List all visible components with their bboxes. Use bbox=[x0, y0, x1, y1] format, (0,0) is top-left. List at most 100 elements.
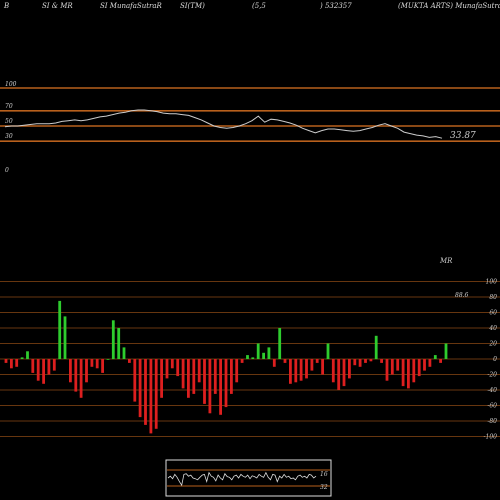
mrsi-title: MR bbox=[439, 257, 453, 265]
mrsi-bar bbox=[26, 351, 29, 360]
header-item-1: SI & MR bbox=[42, 2, 73, 10]
mrsi-bar bbox=[176, 359, 180, 377]
mrsi-y-tick-0: 0 bbox=[493, 356, 497, 363]
mrsi-bar bbox=[219, 359, 222, 415]
mrsi-bar bbox=[69, 359, 72, 383]
mrsi-bar bbox=[321, 359, 324, 375]
mrsi-bar bbox=[101, 359, 104, 373]
mrsi-bar bbox=[251, 357, 255, 359]
mrsi-bar bbox=[353, 359, 357, 366]
rsi-y-tick-100: 100 bbox=[5, 81, 17, 88]
mrsi-y-tick-80: 80 bbox=[489, 294, 497, 301]
mrsi-value-label: 88.6 bbox=[455, 292, 469, 299]
mrsi-bar bbox=[310, 359, 314, 371]
mrsi-y-tick--80: -80 bbox=[487, 418, 497, 425]
mrsi-bar bbox=[197, 359, 201, 383]
mrsi-bar bbox=[4, 359, 8, 363]
mrsi-y-tick-60: 60 bbox=[489, 310, 497, 317]
rsi-y-tick-0: 0 bbox=[5, 167, 9, 174]
mrsi-bar bbox=[208, 359, 212, 414]
mrsi-bar bbox=[331, 359, 335, 383]
mrsi-bar bbox=[170, 359, 174, 369]
mrsi-y-tick-40: 40 bbox=[488, 325, 497, 332]
mini-label-lower: 32 bbox=[320, 484, 328, 491]
mini-line bbox=[167, 471, 317, 487]
mrsi-bar bbox=[20, 357, 24, 359]
mrsi-bar bbox=[246, 355, 249, 359]
mrsi-bar bbox=[348, 359, 351, 379]
mrsi-bar bbox=[47, 359, 51, 375]
mrsi-bar bbox=[294, 359, 298, 383]
mrsi-bar bbox=[380, 359, 383, 363]
mrsi-y-tick--100: -100 bbox=[484, 434, 498, 441]
mrsi-bar bbox=[262, 352, 265, 359]
mrsi-bar bbox=[213, 359, 217, 394]
mrsi-bar bbox=[79, 359, 83, 398]
mrsi-bar bbox=[149, 359, 153, 434]
mini-panel-frame bbox=[165, 459, 332, 497]
mrsi-bar bbox=[358, 359, 362, 367]
mrsi-bar bbox=[305, 359, 308, 379]
mrsi-bar bbox=[144, 359, 147, 425]
mrsi-bar bbox=[385, 359, 389, 381]
header-item-4: (5,5 bbox=[252, 2, 266, 10]
mrsi-bar bbox=[42, 359, 45, 384]
mrsi-bar bbox=[111, 320, 115, 360]
mrsi-bar bbox=[52, 359, 56, 371]
mrsi-bar bbox=[396, 359, 400, 371]
mrsi-bar bbox=[369, 359, 373, 362]
mrsi-bar bbox=[439, 359, 442, 363]
mrsi-bar bbox=[128, 359, 131, 363]
rsi-current-value: 33.87 bbox=[450, 131, 476, 141]
mrsi-bar bbox=[117, 328, 121, 359]
mrsi-bar bbox=[63, 316, 67, 359]
mrsi-bar bbox=[192, 359, 196, 394]
mrsi-bar bbox=[133, 359, 137, 402]
mrsi-y-tick--40: -40 bbox=[487, 387, 497, 394]
mrsi-bar bbox=[230, 359, 233, 394]
header-item-3: SI(TM) bbox=[180, 2, 205, 10]
mrsi-bar bbox=[272, 359, 276, 367]
mrsi-y-tick--60: -60 bbox=[487, 403, 497, 410]
mrsi-bar bbox=[122, 347, 126, 359]
rsi-y-tick-50: 50 bbox=[5, 118, 13, 125]
mrsi-bar bbox=[138, 359, 142, 418]
mrsi-bar bbox=[181, 359, 185, 389]
mrsi-bar bbox=[412, 359, 416, 383]
mrsi-bar bbox=[58, 300, 62, 359]
mrsi-bar bbox=[235, 359, 239, 383]
mrsi-bar bbox=[337, 359, 341, 390]
mrsi-bar bbox=[423, 359, 426, 371]
mrsi-bar bbox=[289, 359, 292, 384]
mrsi-y-tick--20: -20 bbox=[487, 372, 497, 379]
mrsi-bar bbox=[154, 359, 158, 429]
mrsi-bar bbox=[342, 359, 346, 387]
mrsi-bar bbox=[224, 359, 228, 408]
mrsi-bar bbox=[165, 359, 169, 379]
mrsi-bar bbox=[428, 359, 432, 367]
mrsi-bar bbox=[106, 359, 110, 360]
rsi-y-tick-70: 70 bbox=[5, 103, 13, 110]
mrsi-bar bbox=[240, 359, 244, 363]
mrsi-bar bbox=[444, 343, 448, 359]
mrsi-bar bbox=[283, 359, 287, 363]
mrsi-bar bbox=[31, 359, 35, 373]
mrsi-bar bbox=[203, 359, 206, 404]
mrsi-bar bbox=[74, 359, 78, 392]
mrsi-bar bbox=[256, 343, 260, 359]
header-item-2: SI MunafaSutraR bbox=[100, 2, 162, 10]
mrsi-bar bbox=[315, 359, 319, 363]
mini-label-upper: 16 bbox=[320, 471, 328, 478]
mrsi-bar bbox=[326, 343, 330, 359]
mrsi-bar bbox=[36, 359, 40, 381]
mrsi-bar bbox=[433, 355, 437, 359]
header-item-0: B bbox=[4, 2, 10, 10]
mrsi-bar bbox=[407, 359, 410, 389]
mrsi-bar bbox=[364, 359, 367, 363]
mrsi-bar bbox=[267, 347, 271, 359]
mrsi-bar bbox=[417, 359, 421, 377]
mrsi-bar bbox=[160, 359, 163, 398]
mrsi-bar bbox=[390, 359, 394, 375]
mrsi-bar bbox=[187, 359, 190, 398]
